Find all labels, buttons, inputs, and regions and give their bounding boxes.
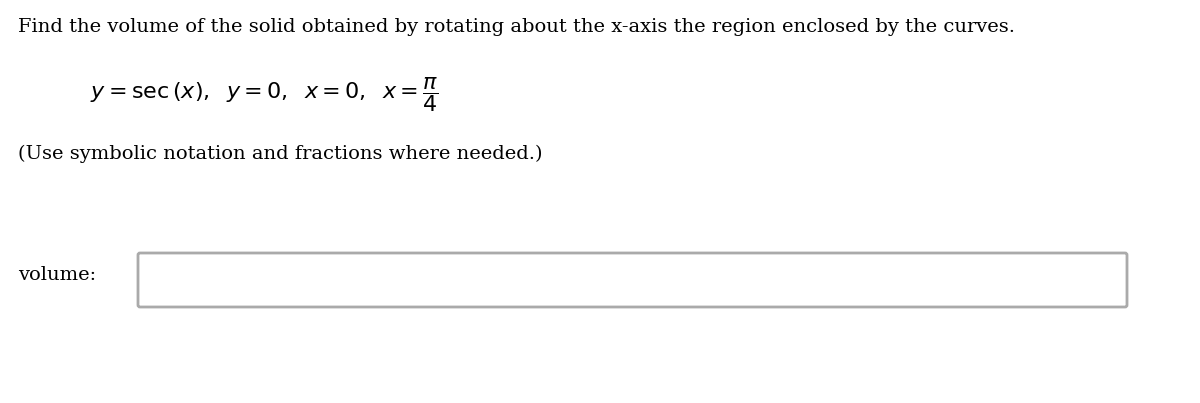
FancyBboxPatch shape — [138, 253, 1127, 307]
Text: $y = \mathrm{sec}\,(x), \;\; y = 0, \;\; x = 0, \;\; x = \dfrac{\pi}{4}$: $y = \mathrm{sec}\,(x), \;\; y = 0, \;\;… — [90, 75, 439, 114]
Text: Find the volume of the solid obtained by rotating about the x-axis the region en: Find the volume of the solid obtained by… — [18, 18, 1015, 36]
Text: (Use symbolic notation and fractions where needed.): (Use symbolic notation and fractions whe… — [18, 145, 542, 163]
Text: volume:: volume: — [18, 266, 96, 284]
